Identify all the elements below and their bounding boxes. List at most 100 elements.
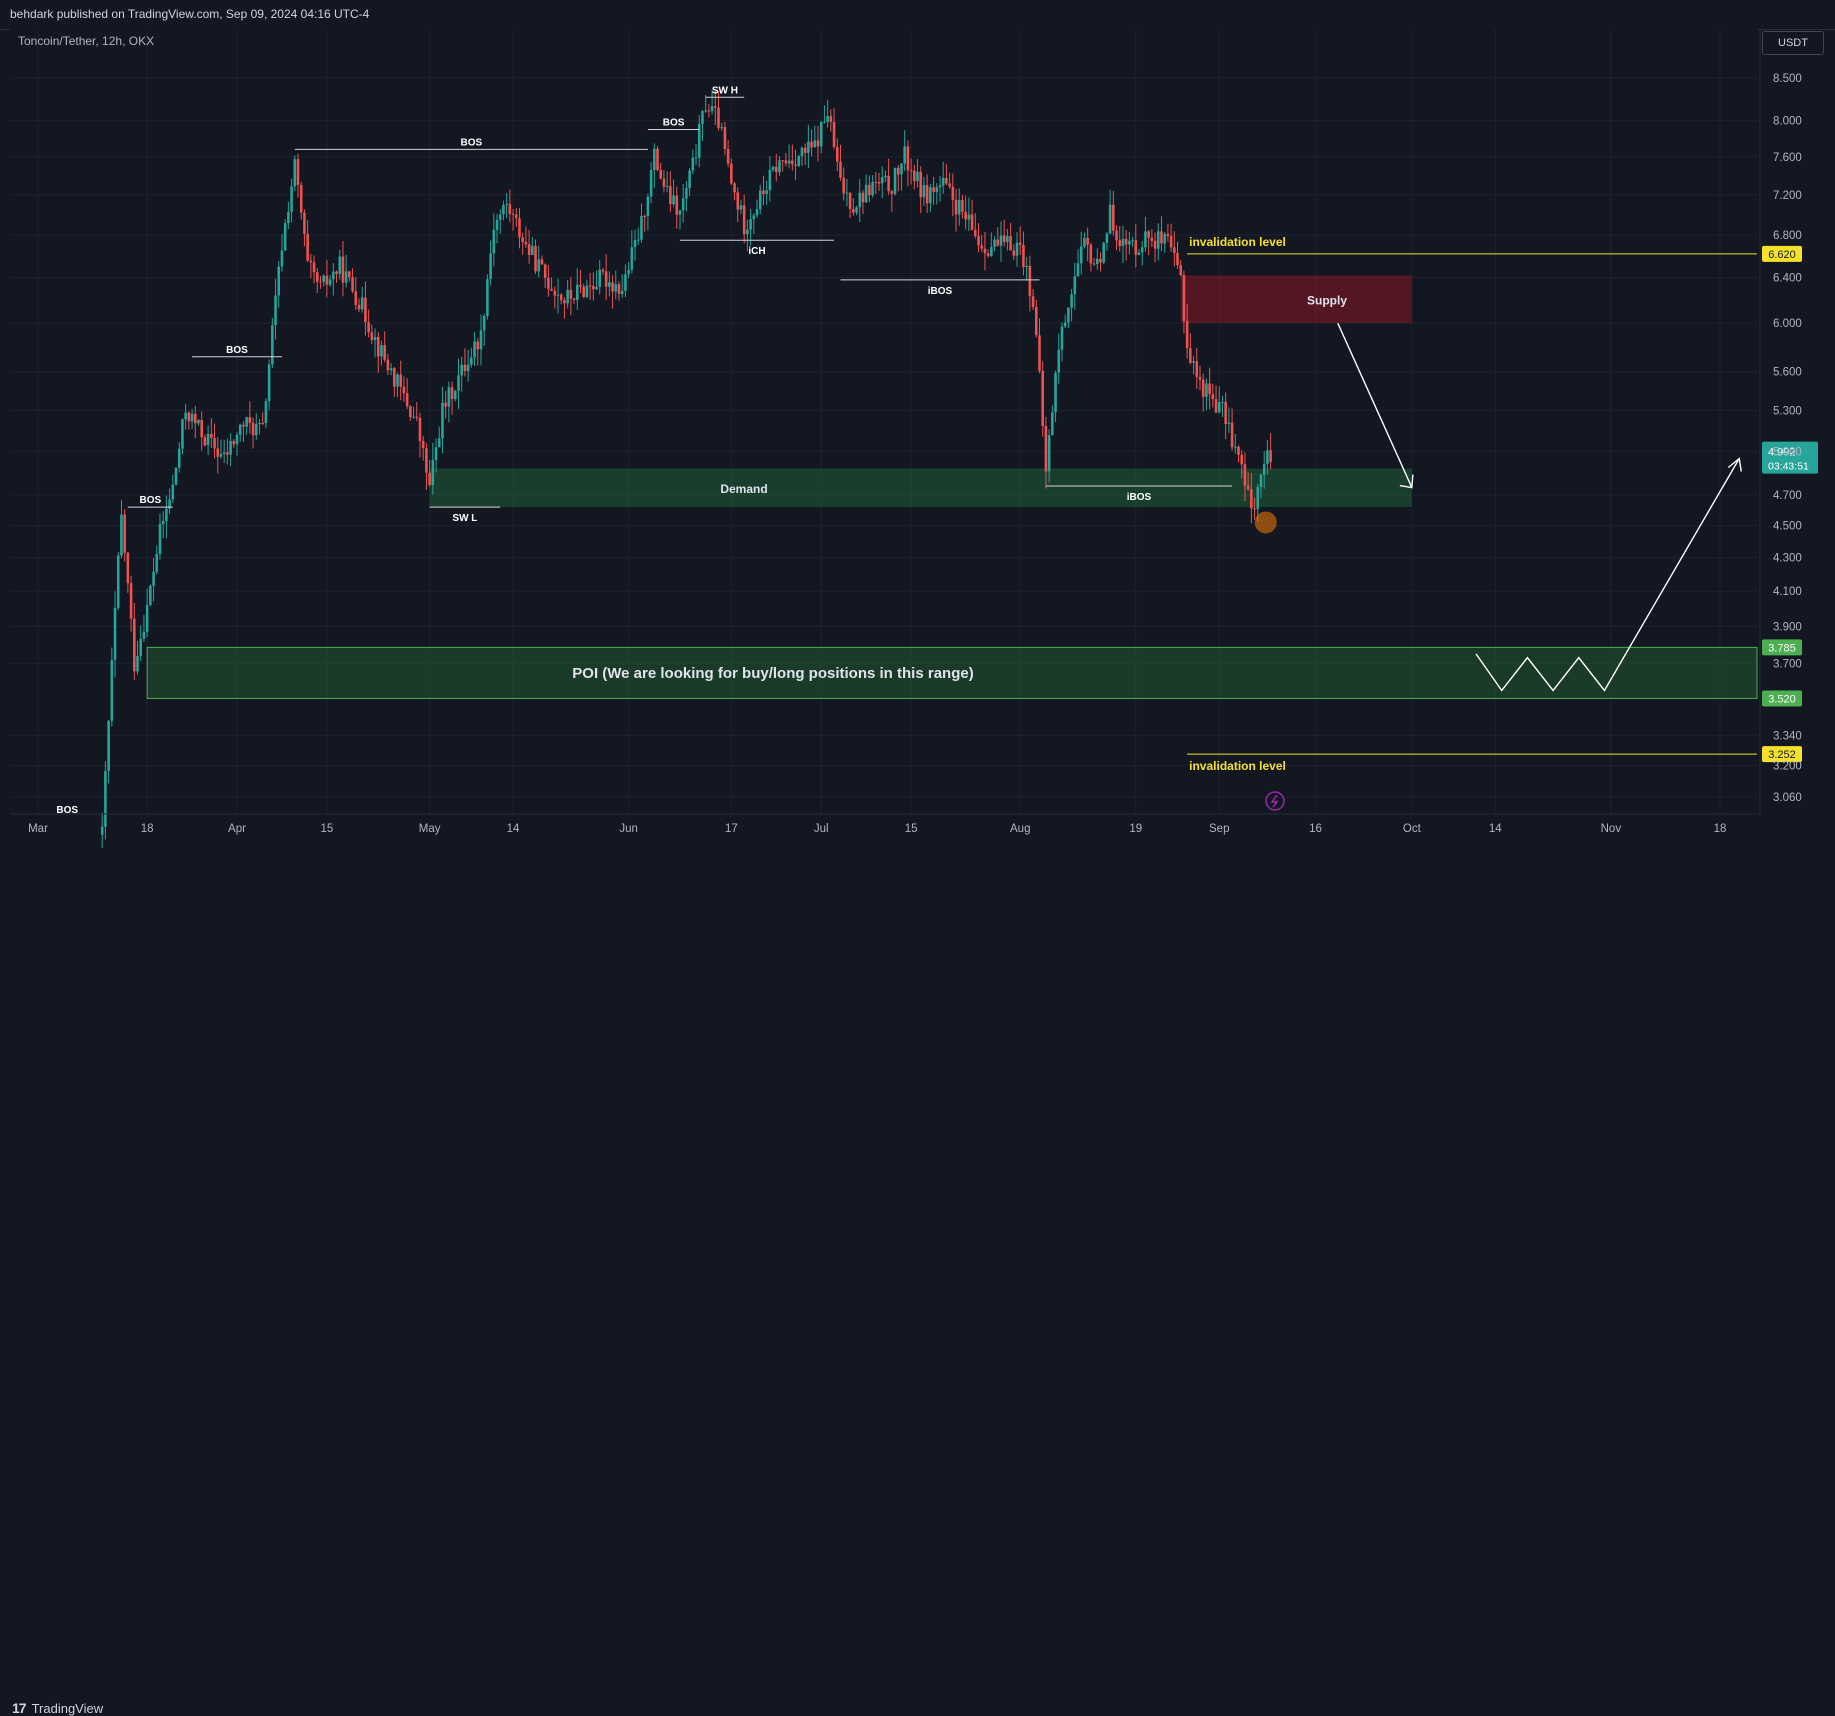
candle-body bbox=[1012, 250, 1016, 256]
invalidation-label: invalidation level bbox=[1189, 235, 1286, 249]
candle-body bbox=[210, 433, 213, 438]
candle-body bbox=[819, 122, 823, 147]
candle-body bbox=[293, 159, 297, 187]
candle-body bbox=[807, 141, 810, 153]
candle-body bbox=[386, 359, 390, 371]
candle-body bbox=[476, 341, 480, 350]
candle-body bbox=[402, 386, 406, 394]
y-tick-label: 6.800 bbox=[1773, 230, 1802, 242]
candle-body bbox=[874, 181, 878, 183]
candle-body bbox=[1102, 242, 1105, 263]
candle-body bbox=[1022, 244, 1025, 268]
candle-body bbox=[1246, 485, 1250, 490]
projection-arrowhead bbox=[1399, 474, 1414, 489]
bottom-bos-label: BOS bbox=[56, 805, 78, 816]
candle-body bbox=[701, 111, 704, 124]
candle-body bbox=[550, 289, 553, 291]
candle-body bbox=[489, 253, 492, 280]
invalidation-badge-text: 6.620 bbox=[1768, 249, 1796, 261]
candle-body bbox=[129, 583, 133, 619]
candles bbox=[100, 89, 1272, 852]
candle-body bbox=[460, 364, 463, 376]
candle-body bbox=[781, 160, 784, 162]
candle-body bbox=[303, 212, 306, 234]
candle-body bbox=[617, 284, 621, 294]
candle-body bbox=[457, 375, 460, 391]
candle-body bbox=[691, 157, 695, 171]
candle-body bbox=[848, 192, 852, 210]
candle-body bbox=[444, 402, 447, 407]
plot-area bbox=[10, 29, 1757, 814]
candle-body bbox=[1230, 422, 1234, 448]
candle-body bbox=[136, 656, 139, 672]
candle-body bbox=[100, 826, 104, 835]
candle-body bbox=[816, 140, 820, 147]
candle-body bbox=[1179, 265, 1183, 276]
candle-body bbox=[1137, 252, 1141, 255]
candle-body bbox=[746, 229, 749, 235]
invalidation-badge bbox=[1762, 245, 1802, 262]
x-tick-label: May bbox=[419, 823, 441, 835]
candle-body bbox=[1217, 402, 1221, 413]
candle-body bbox=[556, 294, 560, 296]
chart[interactable]: Supply Demand POI (We are looking for buy/… bbox=[0, 0, 1835, 877]
candle-body bbox=[601, 269, 605, 272]
candle-body bbox=[1221, 401, 1224, 403]
candle-body bbox=[749, 219, 752, 230]
candle-body bbox=[1099, 258, 1102, 263]
candle-body bbox=[996, 239, 1000, 246]
structure-label: BOS bbox=[461, 137, 483, 148]
candle-body bbox=[585, 285, 589, 298]
candle-body bbox=[842, 177, 845, 194]
candle-body bbox=[335, 271, 338, 274]
candle-body bbox=[758, 190, 762, 210]
candle-body bbox=[810, 141, 813, 148]
candle-body bbox=[913, 170, 916, 182]
candle-body bbox=[1076, 263, 1080, 277]
candle-body bbox=[999, 235, 1003, 246]
candle-body bbox=[630, 247, 634, 270]
candle-body bbox=[540, 259, 544, 265]
candle-body bbox=[116, 555, 120, 608]
candle-body bbox=[120, 514, 123, 556]
candle-body bbox=[149, 585, 152, 606]
candle-body bbox=[681, 198, 685, 211]
projection-arrow bbox=[1337, 322, 1413, 488]
x-tick-label: 19 bbox=[1129, 823, 1142, 835]
x-tick-label: 18 bbox=[1714, 823, 1727, 835]
candle-body bbox=[649, 170, 653, 197]
candle-body bbox=[1266, 450, 1269, 465]
x-tick-label: Mar bbox=[28, 823, 48, 835]
candle-body bbox=[980, 245, 984, 249]
candle-body bbox=[1018, 242, 1022, 245]
candle-body bbox=[1214, 399, 1218, 413]
candle-body bbox=[290, 186, 293, 212]
candle-body bbox=[620, 290, 624, 294]
candle-body bbox=[855, 207, 858, 213]
zone-label-demand: Demand bbox=[720, 482, 767, 496]
tradingview-logo[interactable]: 17 TradingView bbox=[12, 1700, 103, 1716]
candle-body bbox=[450, 387, 454, 400]
candle-body bbox=[1002, 235, 1006, 243]
candle-body bbox=[1259, 474, 1263, 487]
candle-body bbox=[983, 248, 987, 254]
structure-label: SW L bbox=[452, 513, 477, 524]
candle-body bbox=[1054, 372, 1057, 413]
candle-body bbox=[1108, 204, 1112, 234]
candle-body bbox=[755, 209, 759, 216]
currency-button[interactable]: USDT bbox=[1762, 31, 1824, 55]
y-tick-label: 4.500 bbox=[1773, 521, 1802, 533]
candle-body bbox=[669, 185, 672, 205]
current-price-text: 4.992 bbox=[1768, 447, 1796, 459]
candle-body bbox=[624, 274, 627, 291]
candle-body bbox=[107, 720, 110, 771]
candle-body bbox=[1211, 394, 1215, 400]
candle-body bbox=[126, 552, 130, 584]
candle-body bbox=[531, 245, 534, 255]
x-tick-label: Jun bbox=[619, 823, 638, 835]
candle-body bbox=[1118, 240, 1122, 246]
candle-body bbox=[431, 459, 435, 485]
candle-body bbox=[508, 203, 512, 214]
candle-body bbox=[592, 285, 595, 290]
candle-body bbox=[752, 215, 756, 220]
